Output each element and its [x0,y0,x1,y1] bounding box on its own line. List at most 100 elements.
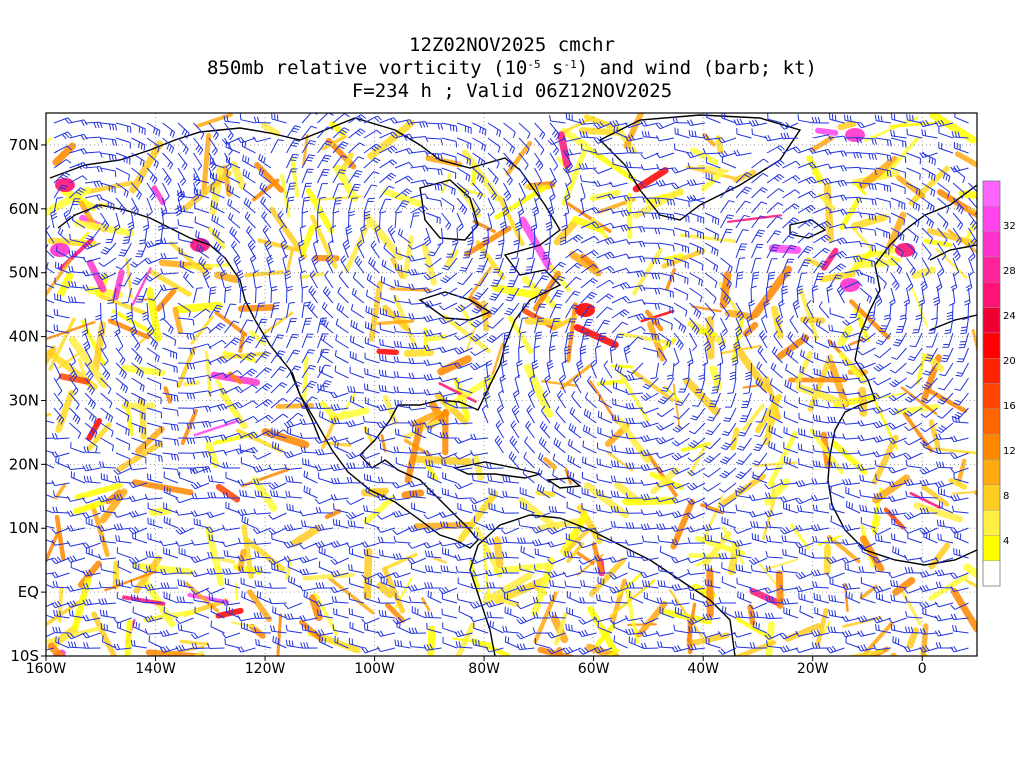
wind-barb [844,211,863,218]
wind-barb [875,227,891,240]
vorticity-streak [894,403,940,415]
vorticity-streak [493,562,549,574]
vorticity-streak [709,365,723,392]
wind-barb [782,175,801,184]
vorticity-streak [47,642,66,656]
vorticity-streak [441,172,452,194]
wind-barb [53,172,71,184]
vorticity-streak [243,536,286,572]
wind-barb [640,120,659,127]
vorticity-streak [810,135,835,153]
wind-barb [253,116,272,124]
wind-barb [301,154,315,169]
colorbar-swatch [982,484,1001,511]
wind-barb [503,152,515,170]
vorticity-streak [823,182,835,243]
vorticity-streak [889,121,945,128]
vorticity-streak [686,602,697,643]
wind-barb [50,209,58,229]
wind-barb [919,151,938,159]
vorticity-streak [799,316,826,324]
vorticity-max [55,178,75,192]
wind-barb [578,162,597,170]
wind-barb [177,152,188,171]
vorticity-streak [560,127,590,150]
wind-barb [162,182,170,201]
wind-barb [456,122,472,134]
vorticity-streak [921,484,950,507]
wind-barb [952,182,965,199]
wind-barb [937,227,948,245]
wind-barb [547,137,566,145]
wind-barb [950,165,969,173]
wind-barb [301,182,312,199]
wind-barb [425,152,443,161]
vorticity-streak [775,570,784,609]
wind-barb [951,131,969,139]
lat-label: EQ [18,583,39,601]
wind-barb [487,137,501,153]
wind-barb [549,152,559,171]
colorbar-swatch [982,357,1001,384]
wind-barb [237,136,256,144]
wind-barb [828,208,848,216]
wind-barb [115,122,132,133]
wind-barb [53,197,63,214]
vorticity-streak [151,185,166,206]
wind-barb [594,148,613,155]
vorticity-streak [798,288,819,341]
vorticity-streak [116,440,163,473]
wind-barb [84,180,103,188]
wind-barb [797,162,817,169]
wind-barb [53,131,73,140]
wind-barb [154,227,163,245]
wind-barb [875,197,891,208]
wind-barb [534,122,546,140]
wind-barb [423,227,432,247]
wind-barb [705,156,721,169]
vorticity-streak [60,187,97,212]
vorticity-streak [442,314,491,354]
wind-barb [363,184,378,199]
wind-barb [497,227,505,246]
wind-barb [84,203,103,214]
wind-barb [952,227,963,246]
wind-barb [952,212,964,230]
wind-barb [704,212,720,226]
wind-barb [751,128,768,139]
wind-barb [363,171,380,184]
wind-barb [580,221,600,229]
wind-barb [146,137,160,153]
colorbar-swatch [982,408,1001,435]
vorticity-streak [86,259,107,293]
vorticity-streak [457,490,499,543]
vorticity-streak [632,167,669,193]
wind-barb [658,197,676,206]
wind-barb [782,146,801,154]
wind-barb [379,185,395,199]
wind-barb [859,182,877,191]
lon-label: 140W [135,661,176,677]
wind-barb [441,197,455,213]
vorticity-streak [929,113,977,144]
wind-barb [223,115,241,124]
wind-barb [486,212,493,232]
wind-barb [937,182,950,198]
wind-barb [115,197,127,215]
wind-barb [221,137,241,145]
wind-barb [797,204,816,214]
vorticity-streak [926,228,977,246]
vorticity-streak [764,558,798,571]
wind-barb [782,203,800,214]
wind-barb [609,148,628,155]
wind-barb [579,175,597,184]
vorticity-streak [333,164,359,202]
wind-barb [906,182,921,196]
vorticity-streak [90,503,110,558]
vorticity-streak [74,219,135,237]
wind-barb [702,133,721,141]
wind-barb [348,169,363,184]
wind-barb [673,143,690,154]
vorticity-streak [302,572,355,581]
vorticity-streak [86,417,103,441]
